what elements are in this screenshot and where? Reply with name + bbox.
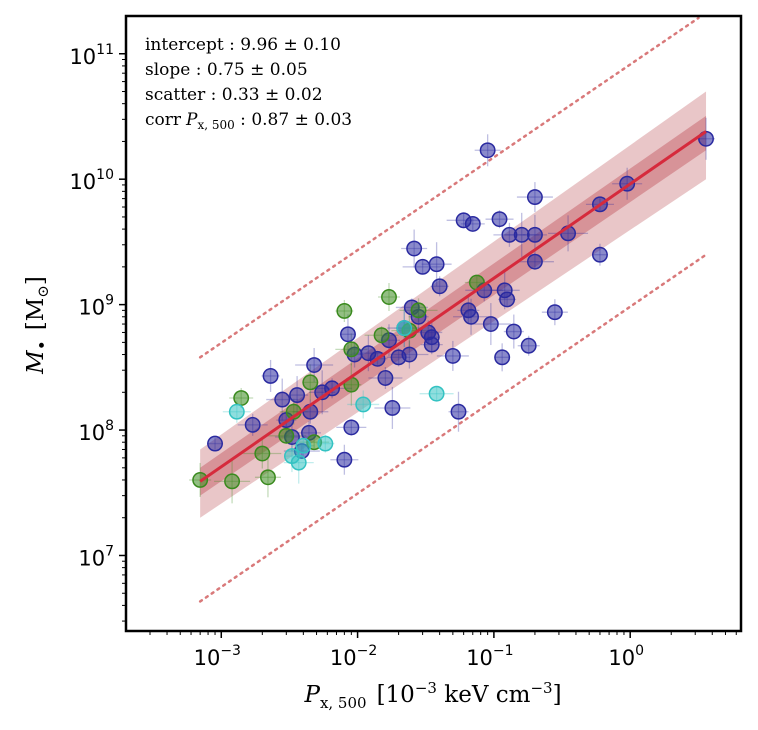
stat-line: scatter : 0.33 ± 0.02 [145,85,323,105]
data-point [384,400,401,416]
data-point [259,469,276,486]
data-point [377,370,394,386]
y-tick-label: 1010 [69,167,114,194]
data-point [401,346,418,363]
data-point [482,316,499,333]
data-point [520,337,537,354]
data-point [479,142,496,159]
data-point [414,258,431,275]
data-point [290,454,307,471]
data-point [302,374,319,391]
x-tick-label: 10−1 [466,643,513,670]
x-tick-label: 10−2 [330,643,377,670]
y-axis-title: M•[M⊙] [23,276,53,375]
data-point [336,451,353,468]
data-point [306,357,323,373]
data-point [526,226,543,243]
y-tick-label: 108 [78,418,114,445]
data-point [396,320,413,337]
data-point [262,367,279,384]
data-point [499,291,516,308]
data-point [233,390,250,406]
data-point [505,323,522,340]
data-point [431,278,448,295]
stat-line: intercept : 9.96 ± 0.10 [145,35,341,55]
data-point [428,385,445,402]
data-point [513,226,530,243]
data-point [317,435,334,452]
lower-scatter-line [198,253,708,603]
data-point [336,303,353,319]
data-point [228,403,245,420]
data-point [546,304,563,321]
data-point [463,308,480,325]
data-point [592,246,608,263]
data-point [289,387,306,404]
data-point [244,416,261,433]
data-point [343,341,360,358]
data-point [428,256,445,273]
data-point [526,189,543,206]
x-tick-label: 100 [608,643,644,670]
axis-ticks: 10−3 10−2 10−1 100 107 108 109 1010 1011 [69,42,737,670]
data-point [274,391,291,408]
data-point [224,473,241,490]
data-point [278,427,295,444]
data-point [444,347,461,364]
stats-box: intercept : 9.96 ± 0.10 slope : 0.75 ± 0.… [145,35,352,132]
data-point [207,435,223,452]
data-point [254,445,271,462]
plot-frame [124,14,743,633]
data-point [295,437,312,454]
data-point [450,403,467,420]
stat-line: corr Px, 500 : 0.87 ± 0.03 [145,110,352,132]
data-point [340,326,356,343]
data-point [355,396,372,413]
data-point [494,349,511,366]
data-point [526,253,543,270]
stat-line: slope : 0.75 ± 0.05 [145,60,308,80]
x-tick-label: 10−3 [194,643,241,670]
fit-line [199,130,707,483]
y-tick-label: 107 [78,543,114,570]
scatter-lines [198,16,708,603]
data-point [491,211,508,228]
y-tick-label: 109 [78,293,114,320]
data-point [381,289,397,305]
data-point [423,336,440,353]
data-point [410,302,427,319]
fit-line-group [199,130,707,483]
x-axis-title: Px, 500 [10−3 keV cm−3] [303,679,561,712]
data-point [406,240,423,257]
data-point [464,215,481,232]
data-point [343,419,360,436]
y-tick-label: 1011 [69,42,114,69]
data-point [373,327,390,344]
upper-scatter-line [198,16,700,359]
